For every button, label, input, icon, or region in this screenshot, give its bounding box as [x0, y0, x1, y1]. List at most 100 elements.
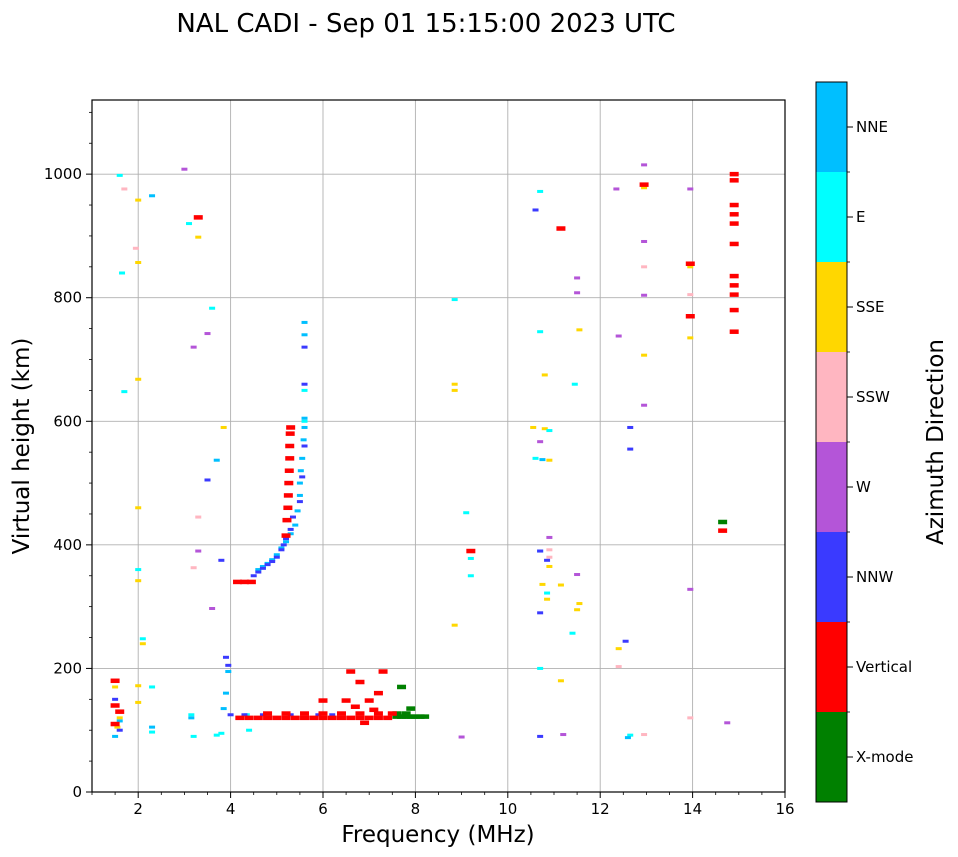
- data-point-e: [544, 591, 551, 595]
- data-point-nnw: [627, 425, 634, 429]
- data-point-x-mode: [401, 714, 411, 719]
- data-point-sse: [576, 328, 583, 332]
- data-point-nnw: [283, 537, 290, 541]
- data-point-sse: [139, 642, 146, 646]
- data-point-x-mode: [397, 714, 407, 719]
- data-point-vertical: [639, 182, 649, 187]
- data-point-e: [537, 189, 544, 193]
- data-point-nnw: [225, 663, 232, 667]
- data-point-vertical: [350, 704, 360, 709]
- data-point-ssw: [687, 716, 694, 720]
- data-point-vertical: [272, 715, 282, 721]
- data-point-vertical: [729, 307, 739, 313]
- data-point-vertical: [346, 715, 356, 721]
- data-point-vertical: [263, 715, 273, 721]
- data-point-vertical: [383, 715, 393, 721]
- y-tick-label: 0: [72, 783, 82, 801]
- data-point-e: [463, 511, 470, 515]
- data-point-x-mode: [410, 714, 420, 719]
- data-point-vertical: [282, 517, 292, 523]
- data-point-vertical: [556, 226, 566, 231]
- data-point-vertical: [327, 715, 337, 721]
- data-point-x-mode: [392, 714, 402, 719]
- data-point-nne: [624, 736, 631, 740]
- data-point-vertical: [355, 715, 365, 721]
- data-point-e: [532, 456, 539, 460]
- data-point-e: [116, 173, 123, 177]
- x-tick-label: 4: [226, 800, 236, 818]
- data-point-nne: [297, 469, 304, 473]
- data-point-x-mode: [397, 684, 407, 690]
- data-point-e: [627, 733, 634, 737]
- data-point-vertical: [364, 715, 374, 721]
- data-point-vertical: [336, 711, 346, 716]
- data-point-vertical: [309, 715, 319, 721]
- data-point-sse: [135, 198, 142, 202]
- data-point-vertical: [300, 711, 310, 716]
- data-point-sse: [530, 425, 537, 429]
- data-point-nne: [287, 532, 294, 536]
- data-point-nnw: [329, 713, 336, 717]
- data-point-sse: [539, 582, 546, 586]
- data-point-w: [613, 187, 620, 191]
- data-point-w: [574, 276, 581, 280]
- data-point-ssw: [641, 265, 648, 269]
- data-point-e: [218, 731, 225, 735]
- data-point-e: [546, 429, 553, 433]
- data-point-w: [574, 573, 581, 577]
- y-tick-label: 400: [53, 536, 82, 554]
- data-point-e: [186, 222, 193, 226]
- data-point-vertical: [729, 283, 739, 288]
- data-point-vertical: [373, 715, 383, 721]
- data-point-nne: [149, 194, 156, 198]
- data-point-vertical: [685, 314, 695, 319]
- data-point-e: [135, 568, 142, 572]
- data-point-ssw: [687, 293, 694, 297]
- colorbar: X-mode Vertical NNW W SSW SSE E NNE: [815, 81, 913, 803]
- data-point-vertical: [285, 443, 295, 449]
- data-point-vertical: [281, 711, 291, 716]
- data-point-nnw: [301, 444, 308, 448]
- data-point-sse: [451, 388, 458, 392]
- data-point-e: [119, 271, 126, 275]
- data-point-nne: [301, 333, 308, 337]
- data-point-nne: [296, 493, 303, 497]
- data-point-nne: [296, 481, 303, 485]
- data-point-vertical: [336, 715, 346, 721]
- data-point-sse: [135, 260, 142, 264]
- data-point-sse: [615, 647, 622, 651]
- x-tick-label: 8: [411, 800, 421, 818]
- data-point-e: [209, 306, 216, 310]
- data-point-e: [149, 685, 156, 689]
- data-point-w: [560, 733, 567, 737]
- data-point-vertical: [281, 533, 291, 538]
- data-point-w: [458, 735, 465, 739]
- data-point-w: [641, 163, 648, 167]
- data-point-nne: [294, 509, 301, 513]
- data-point-nnw: [622, 639, 629, 643]
- data-point-vertical: [346, 669, 356, 674]
- data-point-vertical: [341, 698, 351, 703]
- data-point-x-mode: [401, 711, 411, 716]
- data-point-sse: [451, 623, 458, 627]
- data-point-nnw: [627, 447, 634, 451]
- colorbar-segment: [816, 262, 847, 352]
- data-point-vertical: [110, 703, 120, 708]
- data-point-ssw: [615, 665, 622, 669]
- data-point-nnw: [273, 555, 280, 559]
- data-point-ssw: [132, 246, 139, 250]
- data-point-w: [195, 549, 202, 553]
- data-point-e: [139, 637, 146, 641]
- x-tick-label: 14: [683, 800, 702, 818]
- data-point-sse: [541, 373, 548, 377]
- data-point-nne: [112, 734, 119, 738]
- data-point-vertical: [318, 715, 328, 721]
- data-point-w: [641, 293, 648, 297]
- data-point-sse: [641, 353, 648, 357]
- data-point-nnw: [537, 734, 544, 738]
- data-point-nne: [222, 691, 229, 695]
- data-point-e: [467, 574, 474, 578]
- data-point-nnw: [301, 345, 308, 349]
- colorbar-tick-label: SSE: [856, 298, 885, 316]
- data-point-sse: [544, 597, 551, 601]
